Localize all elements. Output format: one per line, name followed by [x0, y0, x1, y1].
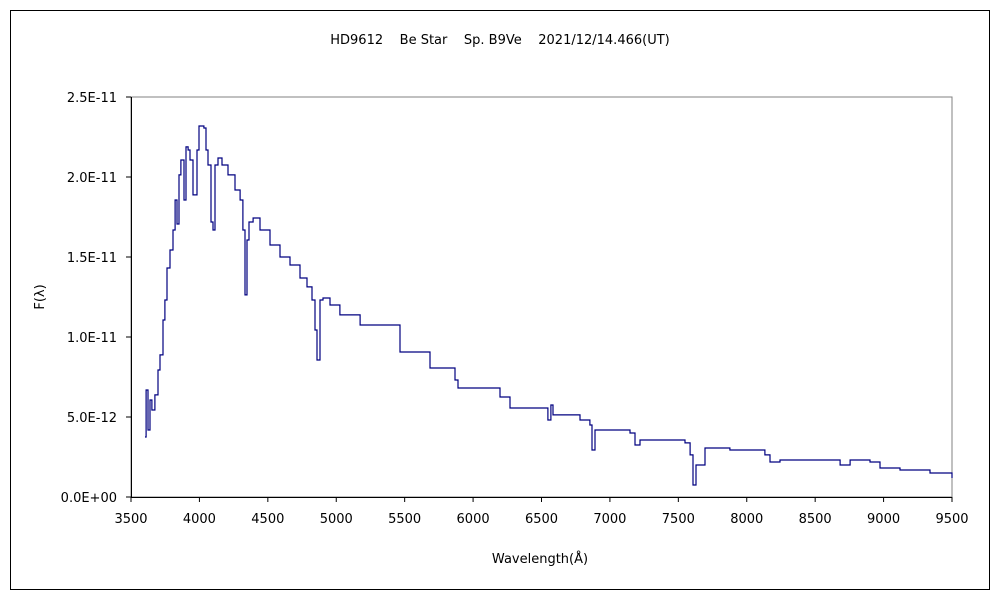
x-tick-label: 8000	[730, 512, 763, 527]
y-axis-label: F(λ)	[33, 284, 48, 309]
x-tick-label: 5000	[320, 512, 353, 527]
x-tick-label: 7000	[593, 512, 626, 527]
x-tick-label: 4000	[183, 512, 216, 527]
x-tick-label: 3500	[114, 512, 147, 527]
y-tick-label: 2.5E-11	[67, 91, 117, 106]
x-tick-label: 6500	[525, 512, 558, 527]
y-tick-label: 1.5E-11	[67, 251, 117, 266]
chart-title: HD9612 Be Star Sp. B9Ve 2021/12/14.466(U…	[330, 33, 669, 48]
y-tick-label: 0.0E+00	[61, 491, 117, 506]
x-tick-label: 9500	[935, 512, 968, 527]
x-tick-label: 4500	[251, 512, 284, 527]
y-tick-label: 2.0E-11	[67, 171, 117, 186]
x-tick-label: 7500	[662, 512, 695, 527]
series-line	[145, 125, 953, 486]
plot-area	[130, 96, 953, 498]
x-tick-label: 5500	[388, 512, 421, 527]
x-tick-label: 6000	[457, 512, 490, 527]
x-tick-label: 9000	[867, 512, 900, 527]
x-tick-label: 8500	[799, 512, 832, 527]
y-tick-label: 5.0E-12	[67, 411, 117, 426]
x-axis-label: Wavelength(Å)	[492, 551, 588, 567]
y-tick-label: 1.0E-11	[67, 331, 117, 346]
